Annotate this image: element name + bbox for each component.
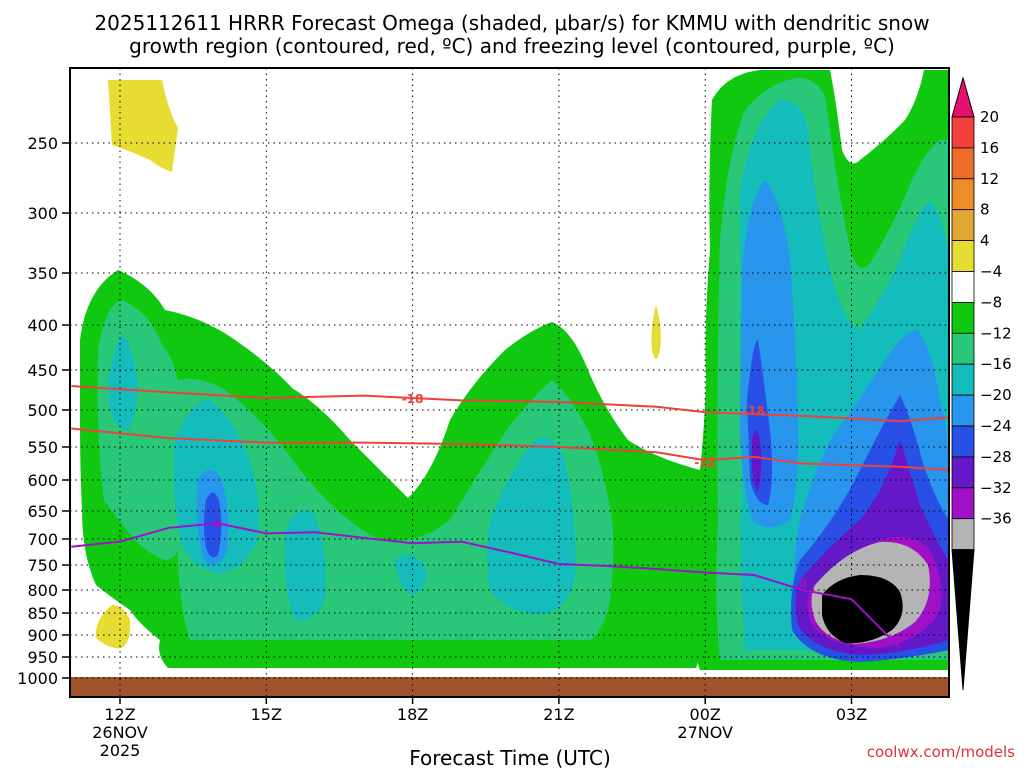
y-tick-label: 350 [27,264,58,283]
colorbar-label: −4 [980,263,1002,281]
colorbar-label: −36 [980,510,1012,528]
chart-title-line2: growth region (contoured, red, ºC) and f… [129,34,895,58]
colorbar-label: 16 [980,139,999,157]
colorbar-label: −28 [980,448,1012,466]
colorbar-label: −16 [980,355,1012,373]
contour-line-1 [71,427,949,472]
y-tick-label: 700 [27,530,58,549]
omega-area-darkblue [204,492,222,558]
x-axis-label: Forecast Time (UTC) [409,746,611,768]
omega-area-cyan [487,437,576,615]
grid-lines [70,68,949,697]
x-tick-label: 18Z [397,705,428,724]
colorbar-segment [951,487,975,520]
contour-label-zero: 0 [213,517,221,531]
x-tick-label: 21Z [543,705,574,724]
ground-strip [70,677,949,697]
x-tick-sublabel: 2025 [100,741,141,760]
contour-lines: -18 -18 -12 0 0 [71,385,949,649]
plot-frame [69,67,950,698]
colorbar-label: 12 [980,170,999,188]
colorbar-segment [951,425,975,458]
colorbar-segment [951,178,975,211]
colorbar-segment [951,209,975,241]
y-tick-label: 500 [27,401,58,420]
colorbar-segment [951,116,975,149]
colorbar-segment [951,301,975,334]
colorbar-segment [951,240,975,272]
x-tick-sublabel: 27NOV [677,723,733,742]
y-tick-label: 250 [27,134,58,153]
colorbar-arrow-top [951,76,975,118]
colorbar-label: −8 [980,293,1002,311]
y-tick-label: 400 [27,316,58,335]
colorbar-segment [951,456,975,489]
omega-shading [80,70,949,670]
colorbar-label: 20 [980,108,999,126]
x-tick-label: 12Z [104,705,135,724]
y-tick-label: 950 [27,648,58,667]
watermark: coolwx.com/models [867,743,1015,761]
y-tick-label: 750 [27,556,58,575]
x-tick-label: 03Z [836,705,867,724]
omega-area-cyan [284,510,327,621]
colorbar-label: −20 [980,386,1012,404]
colorbar-arrow-bottom [951,549,975,691]
y-tick-label: 600 [27,471,58,490]
colorbar-segment [951,394,975,427]
contour-line-2 [71,522,902,649]
y-tick-label: 800 [27,581,58,600]
contour-label-minus18-b: -18 [743,404,765,418]
omega-blob-yellow [651,305,661,359]
y-axis-ticks: 250 300 350 400 450 500 550 600 650 700 750 800 850 9… [17,134,70,688]
omega-area-cyan [108,335,138,430]
colorbar-label: 4 [980,232,990,250]
chart-title-line1: 2025112611 HRRR Forecast Omega (shaded, … [94,11,929,35]
y-tick-label: 550 [27,438,58,457]
y-tick-label: 300 [27,204,58,223]
colorbar-segment [951,518,975,551]
x-tick-sublabel: 26NOV [92,723,148,742]
contour-label-minus18: -18 [402,392,424,406]
x-tick-label: 00Z [690,705,721,724]
contour-label-minus12: -12 [694,456,716,470]
x-tick-label: 15Z [251,705,282,724]
y-tick-label: 650 [27,502,58,521]
colorbar-segment [951,271,975,303]
y-tick-label: 450 [27,361,58,380]
colorbar-label: −12 [980,324,1012,342]
omega-blob-yellow [108,80,178,172]
colorbar-label: 8 [980,201,990,219]
colorbar-label: −24 [980,417,1012,435]
colorbar-segment [951,147,975,180]
colorbar-segment [951,363,975,396]
colorbar: 20 16 12 8 4 −4 −8 −12 −16 −20 −24 −28 −32 −36 [951,76,1012,691]
y-tick-label: 1000 [17,669,58,688]
omega-area-cyan [395,555,427,595]
contour-label-zero-b: 0 [799,577,807,591]
y-tick-label: 850 [27,604,58,623]
y-tick-label: 900 [27,626,58,645]
omega-area-purple [752,430,762,492]
colorbar-label: −32 [980,479,1012,497]
omega-blob-yellow [95,605,131,649]
colorbar-segment [951,332,975,365]
contour-line-0 [71,385,949,423]
